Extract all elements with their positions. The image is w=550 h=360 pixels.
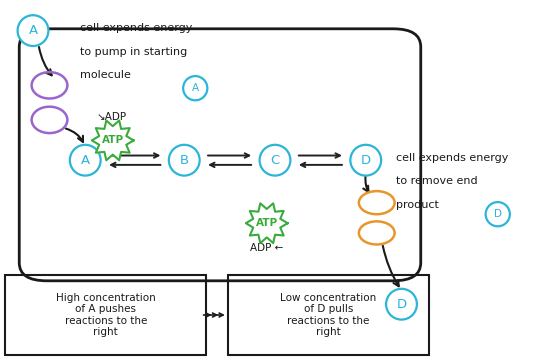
Text: D: D — [361, 154, 371, 167]
Polygon shape — [92, 121, 134, 160]
Text: A: A — [29, 24, 37, 37]
Ellipse shape — [18, 15, 48, 46]
Text: A: A — [192, 83, 199, 93]
Polygon shape — [246, 203, 288, 243]
Text: A: A — [81, 154, 90, 167]
Text: molecule: molecule — [80, 70, 131, 80]
Ellipse shape — [183, 76, 207, 100]
Text: to pump in starting: to pump in starting — [80, 47, 187, 57]
Text: cell expends energy: cell expends energy — [396, 153, 508, 163]
Text: D: D — [494, 209, 502, 219]
Ellipse shape — [260, 145, 290, 176]
Text: to remove end: to remove end — [396, 176, 477, 186]
Text: B: B — [180, 154, 189, 167]
Text: D: D — [397, 298, 406, 311]
Ellipse shape — [70, 145, 101, 176]
Ellipse shape — [350, 145, 381, 176]
Text: ↘ADP: ↘ADP — [96, 112, 127, 122]
Text: High concentration
of A pushes
reactions to the
right: High concentration of A pushes reactions… — [56, 293, 156, 337]
Text: C: C — [271, 154, 279, 167]
Ellipse shape — [486, 202, 510, 226]
Text: product: product — [396, 200, 439, 210]
Text: Low concentration
of D pulls
reactions to the
right: Low concentration of D pulls reactions t… — [280, 293, 377, 337]
Text: ATP: ATP — [102, 135, 124, 145]
Text: ADP ←: ADP ← — [250, 243, 284, 253]
Text: ATP: ATP — [256, 218, 278, 228]
Text: cell expends energy: cell expends energy — [80, 23, 192, 33]
Ellipse shape — [169, 145, 200, 176]
Ellipse shape — [386, 289, 417, 320]
